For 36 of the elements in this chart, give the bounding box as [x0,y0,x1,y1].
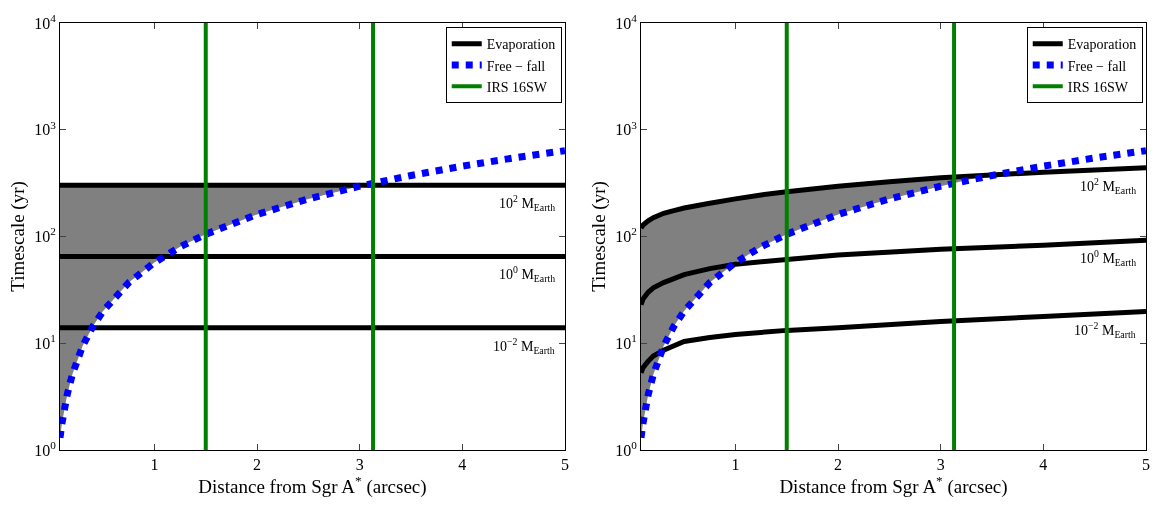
annotation: 10$^{−2}$ M$_{Earth}$ [1074,320,1136,340]
y-tick-label: 10$^{4}$ [34,11,57,32]
y-tick-label: 10$^{4}$ [615,11,638,32]
y-axis-title: Timescale (yr) [588,181,611,292]
x-tick-label: 3 [355,456,364,474]
x-tick-label: 3 [936,456,945,474]
y-tick-label: 10$^{1}$ [34,332,56,352]
y-tick-label: 10$^{2}$ [615,225,637,246]
annotation: 10$^{0}$ M$_{Earth}$ [499,264,556,284]
annotation: 10$^{0}$ M$_{Earth}$ [1080,248,1137,268]
annotation: 10$^{2}$ M$_{Earth}$ [499,193,556,213]
x-axis-title: Distance from Sgr A$^{*}$ (arcsec) [779,473,1008,499]
x-tick-label: 5 [560,456,569,474]
legend-label: IRS 16SW [486,79,548,95]
y-tick-label: 10$^{3}$ [615,118,638,139]
x-tick-label: 1 [150,456,159,474]
y-tick-label: 10$^{0}$ [34,438,57,459]
legend-label: Evaporation [1067,37,1137,53]
annotation: 10$^{2}$ M$_{Earth}$ [1080,176,1137,196]
y-tick-label: 10$^{3}$ [34,118,57,139]
x-tick-label: 2 [253,456,262,474]
x-tick-label: 2 [834,456,843,474]
x-tick-label: 4 [1039,456,1048,474]
y-tick-label: 10$^{2}$ [34,225,56,246]
y-tick-label: 10$^{1}$ [615,332,637,352]
x-tick-label: 1 [731,456,740,474]
legend-label: Free − fall [486,58,546,74]
x-tick-label: 5 [1142,456,1150,474]
y-axis-title: Timescale (yr) [7,181,30,292]
x-tick-label: 4 [458,456,467,474]
legend-label: Free − fall [1067,58,1127,74]
y-tick-label: 10$^{0}$ [615,438,638,459]
annotation: 10$^{−2}$ M$_{Earth}$ [493,336,555,356]
legend-label: IRS 16SW [1067,79,1129,95]
legend-label: Evaporation [486,37,556,53]
x-axis-title: Distance from Sgr A$^{*}$ (arcsec) [198,473,427,499]
